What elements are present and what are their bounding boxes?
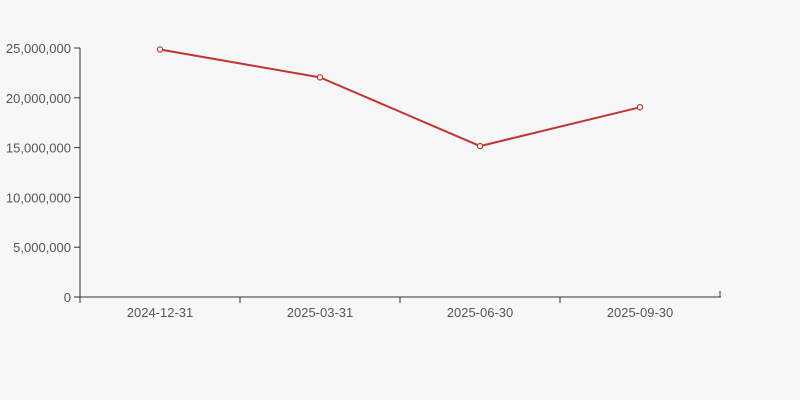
y-tick-label: 5,000,000 xyxy=(13,240,71,255)
series-line xyxy=(159,48,641,148)
x-tick-label: 2025-09-30 xyxy=(607,305,674,320)
x-tick-label: 2025-03-31 xyxy=(287,305,354,320)
data-point-marker[interactable] xyxy=(156,46,164,53)
data-point-marker[interactable] xyxy=(476,142,484,150)
y-tick-label: 25,000,000 xyxy=(6,41,71,56)
x-tick-label: 2025-06-30 xyxy=(447,305,514,320)
y-tick-label: 20,000,000 xyxy=(6,91,71,106)
y-tick-label: 10,000,000 xyxy=(6,190,71,205)
data-point-marker[interactable] xyxy=(316,74,324,81)
data-point-marker[interactable] xyxy=(636,104,644,111)
y-tick-label: 0 xyxy=(64,290,71,305)
y-tick-label: 15,000,000 xyxy=(6,141,71,156)
x-tick-label: 2024-12-31 xyxy=(127,305,194,320)
